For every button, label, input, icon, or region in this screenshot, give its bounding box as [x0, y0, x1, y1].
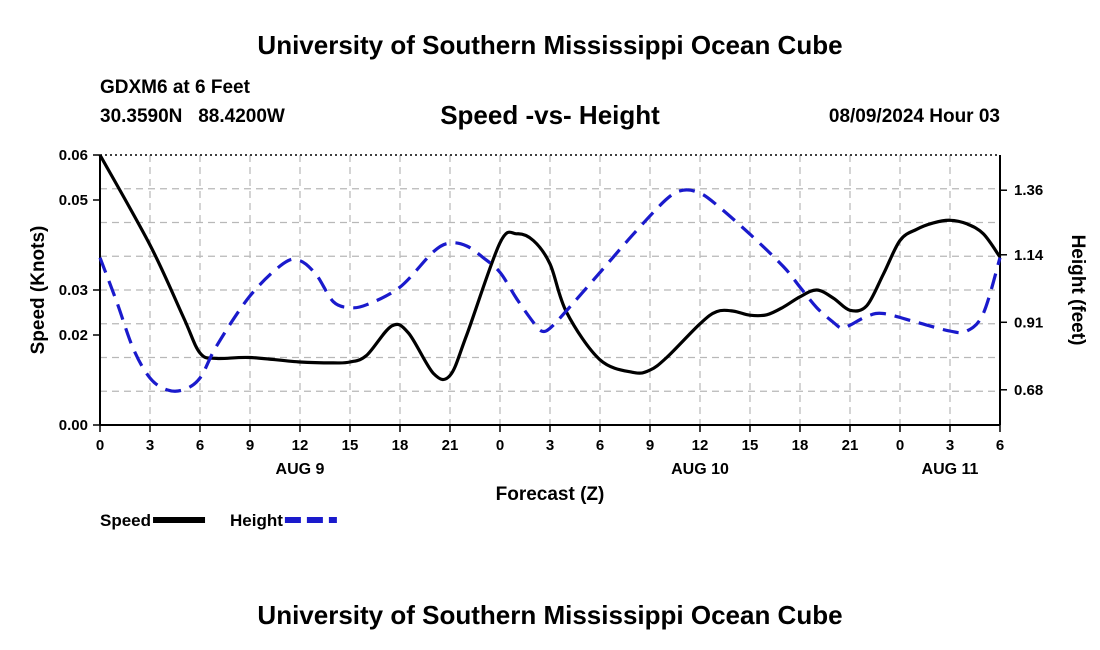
legend-label: Height [230, 511, 283, 530]
x-tick-label: 15 [742, 437, 759, 454]
x-tick-label: 0 [896, 437, 904, 454]
x-tick-label: 6 [996, 437, 1004, 454]
x-tick-label: 9 [646, 437, 654, 454]
station-label: GDXM6 at 6 Feet [100, 77, 250, 98]
x-tick-label: 12 [292, 437, 309, 454]
footer-title: University of Southern Mississippi Ocean… [257, 600, 843, 630]
right-axis-tick-label: 0.68 [1014, 382, 1043, 399]
right-axis-title: Height (feet) [1067, 235, 1088, 346]
x-tick-label: 0 [496, 437, 504, 454]
left-axis-tick-label: 0.00 [59, 417, 88, 434]
x-tick-label: 6 [196, 437, 204, 454]
main-title: University of Southern Mississippi Ocean… [257, 30, 843, 60]
x-tick-label: 6 [596, 437, 604, 454]
date-label: AUG 9 [276, 461, 325, 478]
run-time-label: 08/09/2024 Hour 03 [828, 106, 1000, 127]
left-axis-tick-label: 0.03 [59, 282, 88, 299]
left-axis-tick-label: 0.02 [59, 327, 88, 344]
right-axis-tick-label: 1.36 [1014, 182, 1043, 199]
coordinates-label: 30.3590N 88.4200W [100, 106, 285, 127]
x-tick-label: 3 [946, 437, 954, 454]
date-label: AUG 11 [922, 461, 979, 478]
x-tick-label: 0 [96, 437, 104, 454]
height-series-line [98, 188, 1002, 393]
right-axis-tick-label: 1.14 [1014, 247, 1044, 264]
date-label: AUG 10 [671, 461, 729, 478]
speed-series-line [98, 154, 1002, 382]
x-tick-label: 9 [246, 437, 254, 454]
x-tick-label: 12 [692, 437, 709, 454]
x-tick-label: 15 [342, 437, 359, 454]
x-tick-label: 21 [442, 437, 459, 454]
x-tick-label: 18 [792, 437, 809, 454]
right-axis-tick-label: 0.91 [1014, 314, 1043, 331]
x-tick-label: 21 [842, 437, 859, 454]
x-tick-label: 18 [392, 437, 409, 454]
chart-title: Speed -vs- Height [440, 100, 660, 130]
left-axis-tick-label: 0.05 [59, 192, 88, 209]
left-axis-title: Speed (Knots) [28, 226, 49, 355]
legend-label: Speed [100, 511, 151, 530]
left-axis-tick-label: 0.06 [59, 147, 88, 164]
x-tick-label: 3 [546, 437, 554, 454]
x-tick-label: 3 [146, 437, 154, 454]
x-axis-title: Forecast (Z) [496, 484, 605, 505]
